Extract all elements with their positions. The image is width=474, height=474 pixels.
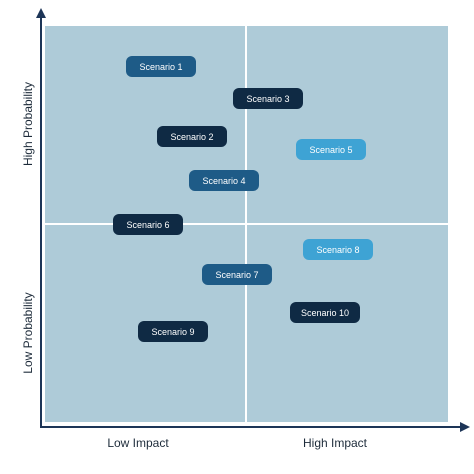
horizontal-divider: [45, 223, 448, 225]
scenario-pill[interactable]: Scenario 10: [290, 302, 360, 323]
x-axis-high-label: High Impact: [302, 436, 368, 450]
scenario-pill[interactable]: Scenario 4: [189, 170, 259, 191]
scenario-pill[interactable]: Scenario 5: [296, 139, 366, 160]
x-axis-low-label: Low Impact: [107, 436, 169, 450]
y-axis-arrow-icon: [36, 8, 46, 18]
scenario-pill[interactable]: Scenario 7: [202, 264, 272, 285]
y-axis-high-label: High Probability: [21, 81, 35, 167]
x-axis-line: [40, 426, 460, 428]
scenario-pill[interactable]: Scenario 6: [113, 214, 183, 235]
scenario-pill[interactable]: Scenario 2: [157, 126, 227, 147]
y-axis-line: [40, 14, 42, 428]
scenario-pill[interactable]: Scenario 1: [126, 56, 196, 77]
scenario-pill[interactable]: Scenario 9: [138, 321, 208, 342]
scenario-pill[interactable]: Scenario 8: [303, 239, 373, 260]
y-axis-low-label: Low Probability: [21, 292, 35, 374]
scenario-pill[interactable]: Scenario 3: [233, 88, 303, 109]
x-axis-arrow-icon: [460, 422, 470, 432]
